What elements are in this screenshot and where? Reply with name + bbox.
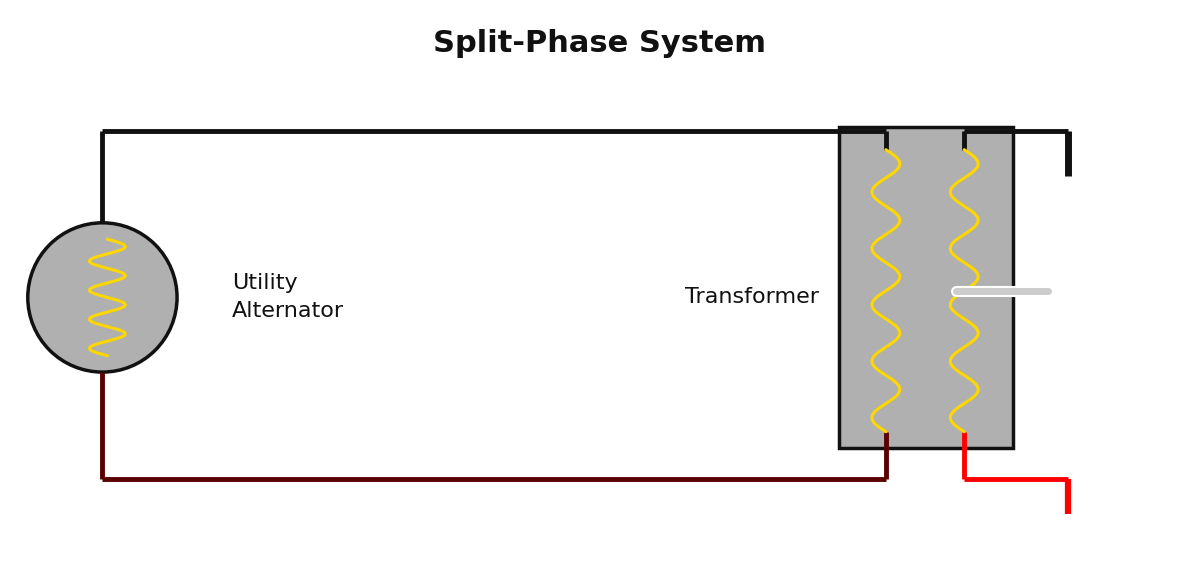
Bar [839,127,1013,448]
Text: Transformer: Transformer [685,288,818,308]
Text: Split-Phase System: Split-Phase System [433,29,767,58]
Circle shape [28,223,178,372]
Text: Utility
Alternator: Utility Alternator [232,274,344,321]
